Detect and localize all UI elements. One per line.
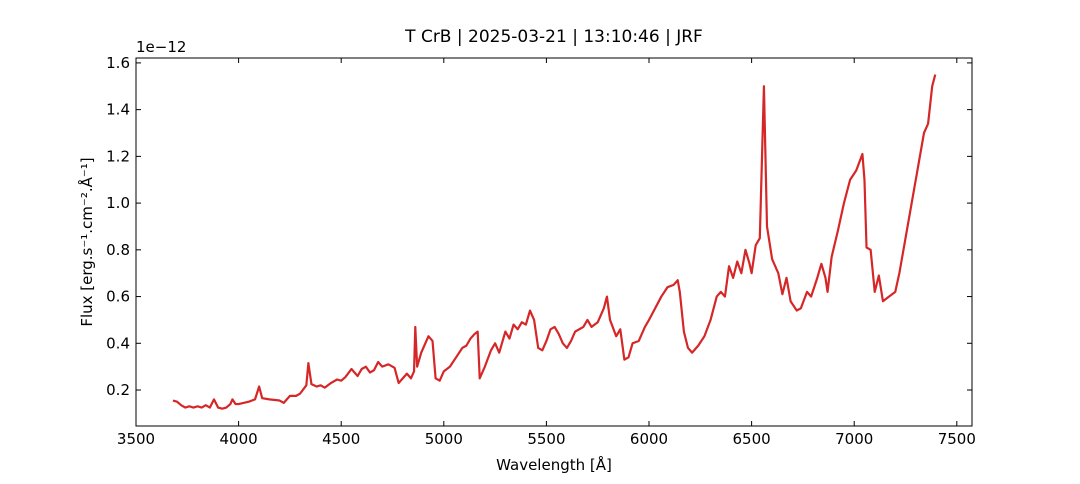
y-tick-label: 0.6 [106,288,130,306]
y-axis-label: Flux [erg.s⁻¹.cm⁻².Å⁻¹] [77,157,96,326]
plot-frame [135,57,973,427]
x-tick-label: 7500 [938,430,976,448]
x-tick-label: 6500 [733,430,771,448]
y-tick-label: 1.0 [106,194,130,212]
x-axis-label: Wavelength [Å] [496,455,612,474]
y-tick-label: 0.4 [106,334,130,352]
y-tick-label: 1.4 [106,101,130,119]
x-tick-label: 6000 [630,430,668,448]
x-tick-label: 4000 [220,430,258,448]
y-tick-label: 0.8 [106,241,130,259]
y-offset-label: 1e−12 [136,38,186,56]
x-tick-label: 5000 [425,430,463,448]
spectrum-line [172,74,937,410]
x-tick-label: 4500 [322,430,360,448]
y-tick-label: 1.2 [106,147,130,165]
x-tick-label: 5500 [527,430,565,448]
y-tick-label: 1.6 [106,54,130,72]
y-tick-label: 0.2 [106,381,130,399]
x-tick-label: 3500 [117,430,155,448]
chart-title: T CrB | 2025-03-21 | 13:10:46 | JRF [404,27,703,47]
x-tick-label: 7000 [835,430,873,448]
